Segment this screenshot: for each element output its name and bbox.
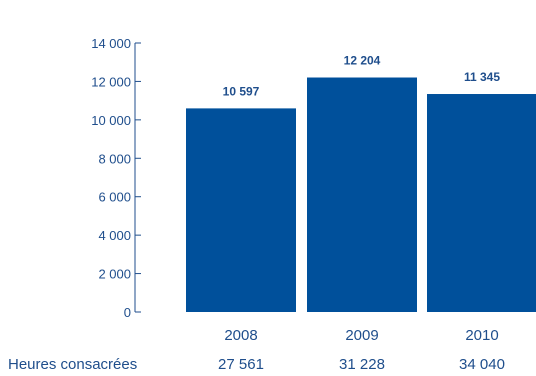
y-tick-label: 4 000 (98, 228, 131, 243)
y-tick-label: 6 000 (98, 190, 131, 205)
bar-2008 (186, 108, 296, 312)
hours-value: 27 561 (218, 356, 264, 373)
hours-row: Heures consacrées 27 561 31 228 34 040 (8, 356, 505, 373)
hours-row-label: Heures consacrées (8, 356, 137, 373)
y-tick-label: 2 000 (98, 267, 131, 282)
bar-2010 (427, 94, 536, 312)
bars: 10 597 12 204 11 345 (186, 54, 536, 313)
bar-value-label: 11 345 (464, 70, 500, 84)
y-tick-label: 12 000 (91, 74, 131, 89)
y-tick-label: 10 000 (91, 113, 131, 128)
y-tick-label: 14 000 (91, 36, 131, 51)
bar-2009 (307, 77, 417, 313)
bar-value-label: 12 204 (344, 54, 381, 68)
y-tick-label: 0 (124, 305, 131, 320)
hours-value: 31 228 (339, 356, 385, 373)
category-label: 2009 (345, 327, 378, 344)
category-label: 2010 (465, 327, 498, 344)
y-axis: 0 2 000 4 000 6 000 8 000 10 000 12 000 14 000 (91, 36, 141, 320)
category-labels: 2008 2009 2010 (224, 327, 498, 344)
hours-value: 34 040 (459, 356, 505, 373)
y-tick-label: 8 000 (98, 151, 131, 166)
bar-value-label: 10 597 (223, 84, 260, 98)
category-label: 2008 (224, 327, 257, 344)
